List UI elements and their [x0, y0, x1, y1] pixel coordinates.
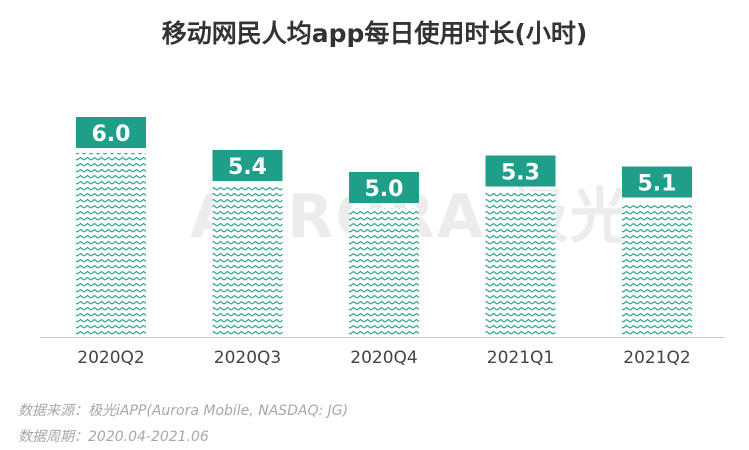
data-label: 5.0	[365, 177, 404, 202]
data-label-box	[485, 155, 556, 187]
data-label-box	[349, 172, 419, 203]
x-tick-label: 2020Q2	[77, 348, 144, 368]
bar-2020Q3	[212, 186, 283, 337]
x-tick-label: 2021Q1	[487, 348, 554, 368]
x-tick-label: 2021Q2	[623, 348, 690, 368]
x-tick-label: 2020Q3	[214, 348, 281, 368]
data-label: 5.1	[638, 172, 677, 197]
data-label: 6.0	[92, 122, 131, 147]
data-label: 5.3	[501, 161, 540, 186]
bar-2020Q2	[76, 153, 146, 337]
x-tick-label: 2020Q4	[350, 348, 417, 368]
source-note: 数据来源：极光iAPP(Aurora Mobile, NASDAQ: JG)	[18, 403, 349, 419]
bar-2021Q2	[622, 202, 692, 337]
bar-2021Q1	[485, 191, 556, 337]
chart-title: 移动网民人均app每日使用时长(小时)	[161, 19, 588, 48]
data-label-box	[622, 166, 692, 198]
data-label: 5.4	[228, 155, 267, 180]
data-label-box	[212, 150, 283, 181]
data-label-box	[76, 117, 146, 148]
period-note: 数据周期：2020.04-2021.06	[18, 429, 209, 445]
bar-2020Q4	[349, 208, 419, 337]
